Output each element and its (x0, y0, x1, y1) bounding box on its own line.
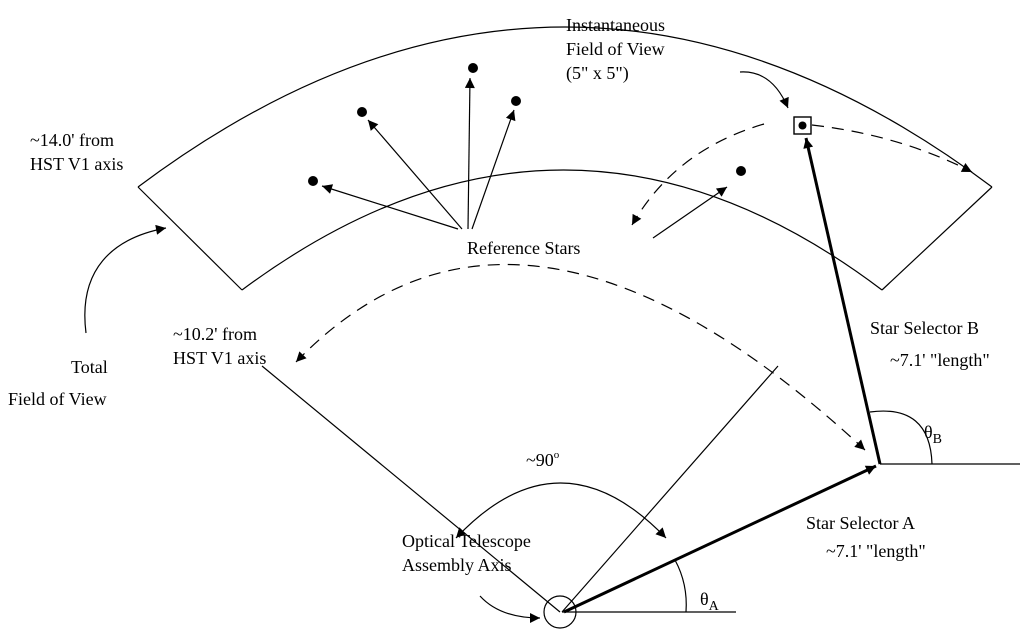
outer-arc (137, 26, 993, 188)
ifov-scan-dashed-arc-left (631, 123, 765, 226)
total-field-of-view-region (137, 26, 993, 291)
sector-right-edge (561, 365, 779, 613)
reference-star-arrow (652, 186, 728, 239)
ifov-label-line2: Field of View (566, 39, 665, 59)
ifov-label-line1: Instantaneous (566, 15, 665, 35)
inner-arc (241, 169, 883, 291)
reference-star-arrow (464, 77, 475, 230)
total-fov-label-line1: Total (71, 357, 108, 377)
outer-radius-label-line2: HST V1 axis (30, 154, 123, 174)
angle-90-arrow (455, 482, 667, 539)
star-selector-b (803, 137, 882, 465)
inner-radius-dashed-arc (295, 263, 866, 451)
pickle-sector (261, 365, 779, 613)
reference-stars-label: Reference Stars (467, 238, 580, 258)
theta-b-label: θB (924, 422, 942, 447)
outer-radius-label-line1: ~14.0' from (30, 130, 114, 150)
reference-star (736, 166, 746, 176)
instantaneous-fov-group (631, 71, 973, 226)
ota-axis-label-line1: Optical Telescope (402, 531, 531, 551)
total-fov-pointer-arrow (84, 224, 167, 334)
ota-pointer-arrow (479, 595, 541, 623)
sector-left-edge (261, 365, 561, 613)
reference-star-arrow (471, 109, 516, 230)
star-selector-a (563, 464, 877, 614)
reference-stars-group (308, 63, 746, 239)
reference-star (468, 63, 478, 73)
reference-star-arrow (321, 184, 459, 230)
ifov-scan-dashed-arc (811, 124, 973, 173)
star-selectors (562, 137, 1020, 614)
instantaneous-fov-star (798, 121, 807, 130)
theta-a-arc (674, 559, 687, 613)
theta-a-label: θA (700, 589, 720, 614)
ota-axis-label-line2: Assembly Axis (402, 555, 512, 575)
reference-star (357, 107, 367, 117)
reference-star (308, 176, 318, 186)
angle-90-label: ~90o (526, 449, 560, 470)
star-selector-b-label-line2: ~7.1' "length" (890, 350, 990, 370)
star-selector-a-label-line1: Star Selector A (806, 513, 915, 533)
inner-radius-label-line2: HST V1 axis (173, 348, 266, 368)
theta-b-arc (869, 410, 933, 465)
region-left-edge (137, 186, 243, 291)
star-selector-b-label-line1: Star Selector B (870, 318, 979, 338)
star-selector-a-label-line2: ~7.1' "length" (826, 541, 926, 561)
inner-radius-label-line1: ~10.2' from (173, 324, 257, 344)
total-fov-label-line2: Field of View (8, 389, 107, 409)
reference-star (511, 96, 521, 106)
reference-star-arrow (367, 119, 463, 230)
ifov-pointer-arrow (739, 71, 789, 109)
region-right-edge (881, 186, 993, 291)
ifov-label-line3: (5" x 5") (566, 63, 629, 84)
